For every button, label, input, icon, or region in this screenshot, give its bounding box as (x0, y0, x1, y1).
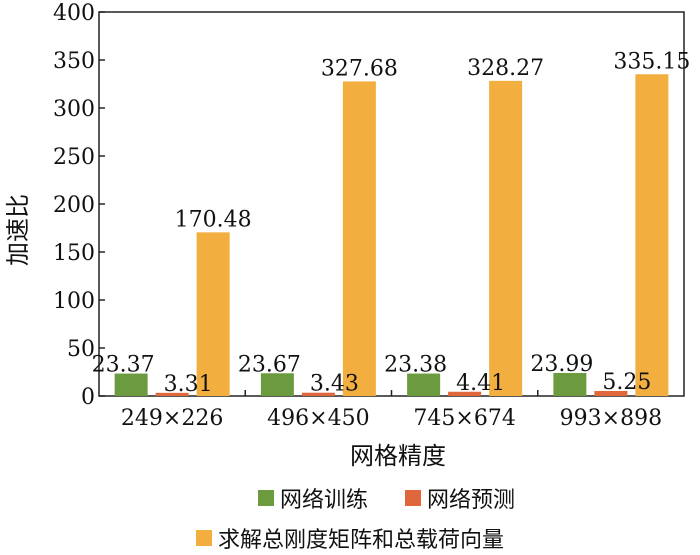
bar-training (407, 373, 441, 396)
legend-item-solve: 求解总刚度矩阵和总载荷向量 (196, 522, 504, 554)
bar-solve (489, 80, 523, 396)
bar-training (260, 373, 294, 396)
y-tick-label: 350 (53, 49, 95, 74)
x-tick-label: 745×674 (413, 406, 515, 431)
y-tick-label: 100 (53, 289, 95, 314)
y-tick-label: 150 (53, 241, 95, 266)
data-label-solve: 170.48 (175, 207, 252, 232)
y-tick-label: 250 (53, 145, 95, 170)
y-tick-label: 400 (53, 1, 95, 26)
legend-label-prediction: 网络预测 (427, 488, 516, 513)
bar-training (553, 372, 587, 396)
y-axis: 0 50 100 150 200 250 300 350 400 (53, 1, 105, 410)
data-label-training: 23.67 (238, 352, 301, 377)
x-tick-label: 993×898 (560, 406, 662, 431)
legend-item-prediction: 网络预测 (405, 482, 515, 514)
bar-solve (635, 74, 669, 397)
bars (114, 74, 669, 397)
y-tick-label: 200 (53, 193, 95, 218)
x-tick-label: 496×450 (267, 406, 369, 431)
legend-item-training: 网络训练 (258, 482, 368, 514)
y-tick-label: 0 (81, 385, 95, 410)
data-label-solve: 327.68 (321, 56, 398, 81)
data-label-prediction: 5.25 (602, 370, 651, 395)
x-tick-label: 249×226 (121, 406, 223, 431)
bar-prediction (301, 392, 335, 396)
data-label-prediction: 4.41 (456, 371, 505, 396)
data-label-prediction: 3.31 (164, 372, 213, 397)
bar-solve (342, 81, 376, 397)
legend-swatch-training (258, 490, 274, 506)
data-label-training: 23.38 (384, 353, 447, 378)
y-tick-label: 50 (67, 337, 95, 362)
data-label-solve: 335.15 (613, 49, 690, 74)
legend-swatch-prediction (405, 490, 421, 506)
data-label-solve: 328.27 (467, 56, 544, 81)
legend-label-training: 网络训练 (280, 488, 369, 513)
bar-prediction (448, 391, 482, 396)
data-label-prediction: 3.43 (310, 372, 359, 397)
data-labels: 23.37 3.31 170.48 23.67 3.43 327.68 23.38 4.41 3… (92, 49, 691, 397)
x-axis: 249×226 496×450 745×674 993×898 (121, 390, 662, 431)
y-axis-title: 加速比 (4, 194, 32, 266)
bar-training (114, 373, 148, 396)
data-label-training: 23.37 (92, 353, 155, 378)
legend-swatch-solve (196, 530, 212, 546)
x-axis-title: 网格精度 (350, 442, 446, 470)
bar-chart: 0 50 100 150 200 250 300 350 400 249×226 496×450 7… (4, 1, 691, 470)
bar-solve (196, 232, 230, 396)
bar-prediction (155, 392, 189, 396)
legend: 网络训练 网络预测 求解总刚度矩阵和总载荷向量 (0, 470, 700, 555)
data-label-training: 23.99 (530, 352, 593, 377)
legend-label-solve: 求解总刚度矩阵和总载荷向量 (218, 528, 505, 553)
bar-prediction (594, 390, 628, 396)
y-tick-label: 300 (53, 97, 95, 122)
